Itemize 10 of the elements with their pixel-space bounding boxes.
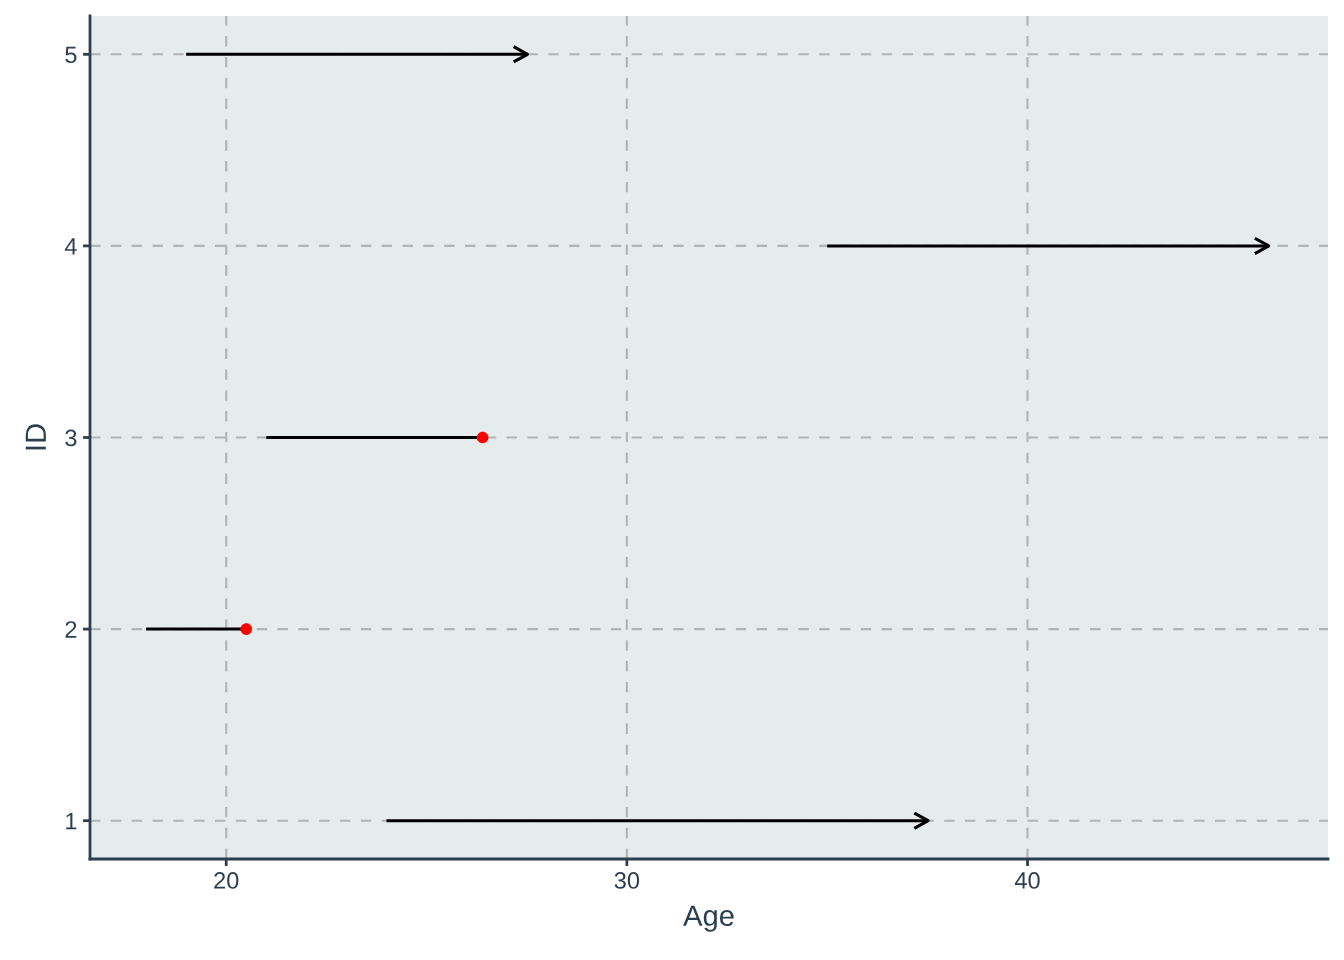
y-tick-label: 3 xyxy=(65,429,77,447)
y-tick-label: 2 xyxy=(65,621,77,638)
x-tick-label: 30 xyxy=(614,872,640,889)
y-tick-label: 4 xyxy=(64,238,77,255)
x-tick-label: 40 xyxy=(1014,872,1040,889)
x-axis-title: Age xyxy=(683,905,734,932)
y-tick-label: 1 xyxy=(66,812,77,830)
y-axis-title: ID xyxy=(25,424,46,450)
x-tick-label: 20 xyxy=(214,872,239,889)
y-tick-label: 5 xyxy=(65,46,77,64)
